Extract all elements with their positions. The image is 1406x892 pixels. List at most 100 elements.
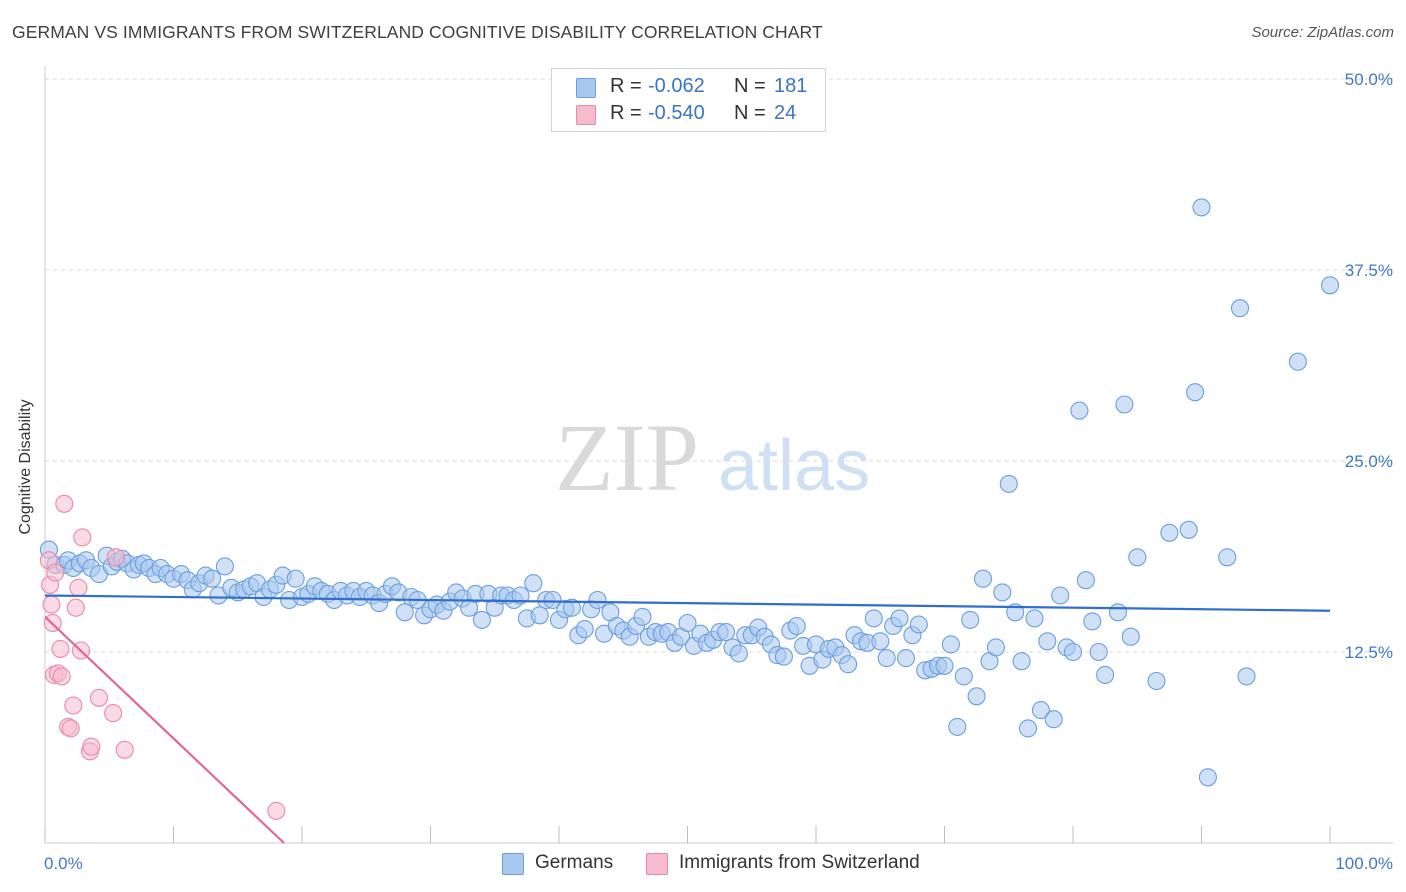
bottom-legend-swatch-germans — [502, 853, 524, 875]
data-point — [999, 474, 1018, 493]
data-point — [89, 688, 109, 707]
data-point — [954, 667, 973, 686]
data-point — [1076, 571, 1095, 590]
trend-lines — [44, 594, 1331, 844]
data-point — [1237, 667, 1256, 686]
data-point — [511, 586, 530, 605]
bottom-legend-swatch-swiss — [646, 853, 668, 875]
data-point — [787, 616, 806, 636]
data-point — [1320, 276, 1340, 295]
data-point — [1121, 627, 1140, 646]
data-point — [1186, 383, 1205, 402]
bottom-legend-germans: Germans — [502, 851, 622, 877]
data-point — [395, 603, 414, 622]
y-tick-label: 12.5% — [1345, 643, 1393, 662]
data-point — [1031, 701, 1050, 720]
data-point — [1108, 603, 1128, 622]
data-point — [51, 639, 70, 658]
legend-r-value: -0.540 — [648, 102, 705, 124]
data-point — [69, 578, 88, 597]
data-point — [52, 667, 71, 686]
data-point — [717, 623, 736, 642]
data-point — [524, 574, 543, 593]
legend-n-label: N = — [734, 75, 766, 97]
legend-n-label: N = — [734, 102, 766, 124]
legend-r-value: -0.062 — [648, 75, 705, 97]
x-tick-label: 100.0% — [1335, 854, 1393, 873]
y-axis-title: Cognitive Disability — [17, 399, 34, 535]
data-point — [286, 569, 305, 588]
x-tick-label: 0.0% — [44, 854, 83, 873]
data-point — [115, 740, 134, 759]
data-point — [46, 563, 65, 582]
data-point — [82, 737, 101, 756]
data-point — [1089, 642, 1108, 662]
data-point — [575, 620, 594, 639]
data-point — [530, 606, 549, 625]
data-point — [986, 638, 1005, 657]
data-point — [562, 598, 581, 617]
data-point — [1018, 719, 1038, 738]
data-point — [1083, 612, 1102, 631]
data-point — [267, 801, 286, 820]
y-tick-label: 25.0% — [1345, 452, 1393, 471]
data-point — [877, 649, 896, 668]
data-point — [472, 610, 491, 629]
data-point — [203, 569, 222, 588]
data-point — [1160, 523, 1179, 542]
bottom-legend-label-germans: Germans — [535, 852, 614, 873]
data-point — [909, 615, 928, 634]
legend-swatch-swiss — [576, 105, 596, 125]
source-label: Source: ZipAtlas.com — [1251, 24, 1394, 41]
legend-swatch-germans — [576, 78, 596, 98]
data-point — [1128, 548, 1147, 567]
data-point — [1179, 520, 1198, 539]
chart-title: GERMAN VS IMMIGRANTS FROM SWITZERLAND CO… — [12, 22, 823, 42]
data-point — [1051, 586, 1070, 605]
data-point — [543, 590, 562, 610]
y-tick-label: 37.5% — [1345, 261, 1393, 280]
data-point — [941, 635, 960, 654]
legend-n-value: 24 — [774, 102, 797, 124]
data-point — [729, 644, 748, 663]
data-point — [104, 704, 123, 723]
data-point — [1198, 768, 1217, 787]
trend-line-germans — [44, 594, 1331, 612]
legend: R = -0.062 N = 181 R = -0.540 N = 24 — [551, 68, 826, 132]
bottom-legend-swiss: Immigrants from Switzerland — [646, 851, 946, 877]
data-point — [1096, 665, 1115, 684]
watermark-zip: ZIP — [555, 404, 699, 511]
data-point — [1218, 548, 1237, 567]
data-point — [839, 655, 858, 674]
data-point — [588, 590, 607, 610]
data-point — [1230, 299, 1250, 318]
data-point — [935, 656, 954, 675]
data-point — [1044, 710, 1063, 729]
data-point — [66, 598, 85, 617]
legend-n-value: 181 — [774, 75, 808, 97]
data-point — [948, 717, 967, 736]
legend-r-label: R = — [610, 102, 642, 124]
data-point — [61, 719, 80, 738]
data-point — [967, 687, 986, 706]
data-point — [1192, 198, 1211, 217]
trend-line-swiss — [44, 616, 285, 844]
data-point — [1115, 395, 1134, 414]
data-point — [215, 557, 234, 576]
data-point — [73, 528, 92, 547]
data-point — [55, 494, 74, 513]
data-point — [1288, 352, 1307, 371]
data-point — [1012, 652, 1031, 671]
data-point — [890, 609, 909, 628]
data-point — [871, 632, 890, 651]
data-point — [774, 647, 793, 666]
grid-lines — [45, 78, 1393, 653]
data-point — [64, 696, 83, 715]
y-tick-label: 50.0% — [1345, 70, 1393, 89]
legend-r-label: R = — [610, 75, 642, 97]
series-swiss — [39, 494, 286, 820]
data-point — [106, 548, 125, 567]
data-point — [993, 583, 1012, 602]
data-point — [1025, 609, 1044, 628]
